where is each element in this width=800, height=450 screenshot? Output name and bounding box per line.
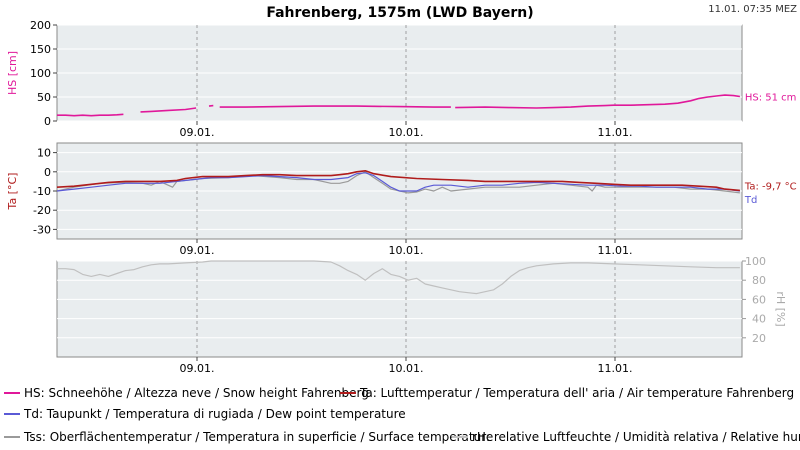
y-tick-label: 40 — [752, 313, 766, 326]
series-line-ta — [56, 170, 740, 192]
series-line-rh — [57, 260, 740, 295]
y-tick-label: 0 — [44, 166, 51, 179]
y-axis-label: Ta [°C] — [6, 173, 19, 211]
series-line-hs — [219, 105, 451, 108]
series-end-label-hs: HS: 51 cm — [745, 93, 797, 104]
legend-item-td: Td: Taupunkt / Temperatura di rugiada / … — [4, 405, 406, 423]
x-tick-label: 11.01. — [598, 244, 633, 257]
legend-item-tss: Tss: Oberflächentemperatur / Temperatura… — [4, 428, 493, 446]
series-line-tss — [56, 171, 740, 194]
x-tick-label: 10.01. — [389, 126, 424, 139]
legend-item-ta: Ta: Lufttemperatur / Temperatura dell' a… — [340, 384, 794, 402]
y-tick-label: 80 — [752, 274, 766, 287]
y-tick-label: 0 — [44, 115, 51, 128]
legend-label: HS: Schneehöhe / Altezza neve / Snow hei… — [24, 386, 369, 400]
legend-item-rh: rH: relative Luftfeuchte / Umidità relat… — [452, 428, 800, 446]
x-tick-label: 09.01. — [180, 126, 215, 139]
y-tick-label: 150 — [30, 43, 51, 56]
y-axis-label: HS [cm] — [6, 51, 19, 95]
chart: Fahrenberg, 1575m (LWD Bayern) 11.01. 07:… — [6, 4, 797, 375]
series-end-label-ta: Ta: -9,7 °C — [744, 181, 797, 192]
y-tick-label: 20 — [752, 332, 766, 345]
chart-title: Fahrenberg, 1575m (LWD Bayern) — [266, 5, 533, 21]
series-line-td — [56, 172, 740, 192]
series-end-label-td: Td — [744, 195, 757, 206]
plot-area-humidity — [56, 260, 743, 358]
x-tick-label: 11.01. — [598, 362, 633, 375]
legend-swatch-ta — [340, 392, 356, 394]
y-tick-label: -20 — [33, 204, 51, 217]
legend-label: Td: Taupunkt / Temperatura di rugiada / … — [24, 407, 406, 421]
legend-label: rH: relative Luftfeuchte / Umidità relat… — [472, 430, 800, 444]
y-axis-label: rH [%] — [774, 291, 787, 326]
x-tick-label: 11.01. — [598, 126, 633, 139]
series-line-hs — [57, 113, 124, 117]
x-tick-label: 10.01. — [389, 244, 424, 257]
y-tick-label: 100 — [30, 67, 51, 80]
y-tick-label: -10 — [33, 185, 51, 198]
legend-item-hs: HS: Schneehöhe / Altezza neve / Snow hei… — [4, 384, 369, 402]
legend-swatch-tss — [4, 436, 20, 438]
x-tick-label: 09.01. — [180, 244, 215, 257]
series-line-hs — [140, 107, 197, 113]
legend-swatch-td — [4, 413, 20, 415]
x-tick-label: 09.01. — [180, 362, 215, 375]
y-tick-label: 10 — [37, 147, 51, 160]
y-tick-label: 100 — [745, 255, 766, 268]
x-tick-label: 10.01. — [389, 362, 424, 375]
y-tick-label: 200 — [30, 19, 51, 32]
legend-swatch-hs — [4, 392, 20, 394]
legend-label: Ta: Lufttemperatur / Temperatura dell' a… — [360, 386, 795, 400]
legend-swatch-rh — [452, 436, 468, 438]
series-line-hs — [208, 104, 214, 107]
y-tick-label: 50 — [37, 91, 51, 104]
timestamp: 11.01. 07:35 MEZ — [708, 4, 797, 15]
series-line-hs — [455, 94, 741, 109]
legend-label: Tss: Oberflächentemperatur / Temperatura… — [24, 430, 494, 444]
legend: HS: Schneehöhe / Altezza neve / Snow hei… — [0, 380, 800, 450]
y-tick-label: -30 — [33, 223, 51, 236]
y-tick-label: 60 — [752, 293, 766, 306]
